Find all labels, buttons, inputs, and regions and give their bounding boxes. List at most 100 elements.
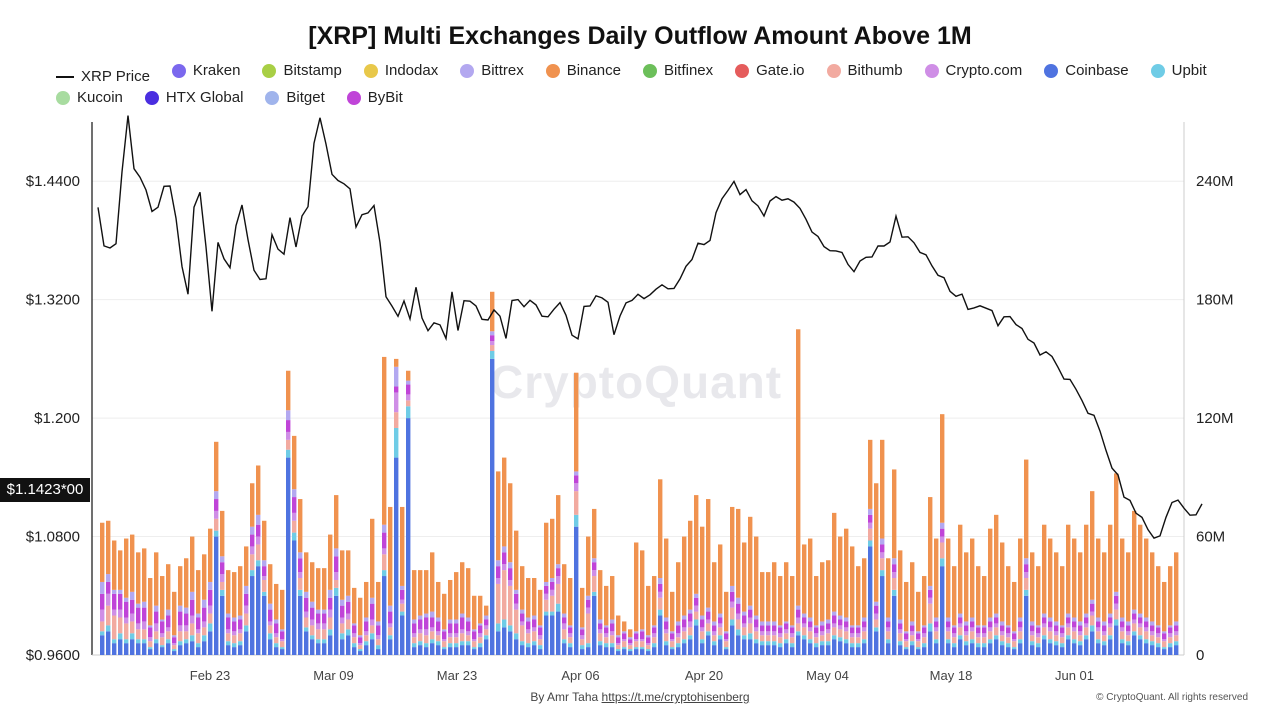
- bar-segment: [1144, 621, 1149, 628]
- legend-item-bitget[interactable]: Bitget: [265, 87, 325, 108]
- bar-segment: [460, 633, 465, 642]
- bar-segment: [472, 647, 477, 650]
- bar-segment: [790, 625, 795, 628]
- bar-segment: [184, 631, 189, 640]
- footer: By Amr Taha https://t.me/cryptohisenberg: [0, 690, 1280, 704]
- bar-segment: [778, 576, 783, 626]
- bar-segment: [1168, 566, 1173, 626]
- legend-item-bittrex[interactable]: Bittrex: [460, 60, 524, 81]
- bar-segment: [1090, 603, 1095, 612]
- bar-segment: [772, 645, 777, 655]
- bar-segment: [892, 595, 897, 655]
- legend-item-htx-global[interactable]: HTX Global: [144, 87, 243, 108]
- legend-item-bitfinex[interactable]: Bitfinex: [642, 60, 713, 81]
- bar-segment: [226, 629, 231, 634]
- bar-segment: [316, 609, 321, 614]
- legend-item-kucoin[interactable]: Kucoin: [56, 87, 123, 108]
- legend-item-gate-io[interactable]: Gate.io: [735, 60, 805, 81]
- legend-swatch: [171, 63, 186, 78]
- bar-segment: [1150, 645, 1155, 655]
- bar-segment: [1096, 643, 1101, 655]
- bar-segment: [1174, 645, 1179, 655]
- bar-segment: [1126, 631, 1131, 636]
- legend-item-crypto-com[interactable]: Crypto.com: [924, 60, 1022, 81]
- bar-segment: [136, 607, 141, 624]
- bar-segment: [964, 645, 969, 655]
- legend-item-bybit[interactable]: ByBit: [346, 87, 403, 108]
- watermark: CryptoQuant: [490, 356, 783, 408]
- bar-segment: [166, 631, 171, 640]
- bar-segment: [694, 625, 699, 655]
- bar-segment: [1072, 538, 1077, 618]
- bar-segment: [682, 631, 687, 640]
- bar-segment: [760, 641, 765, 646]
- legend-swatch: [346, 90, 361, 105]
- bar-segment: [256, 536, 261, 545]
- bar-segment: [328, 629, 333, 636]
- bar-segment: [274, 619, 279, 624]
- bar-segment: [1078, 631, 1083, 636]
- bar-segment: [202, 621, 207, 628]
- legend-item-bitstamp[interactable]: Bitstamp: [262, 60, 342, 81]
- bar-segment: [1048, 631, 1053, 640]
- bar-segment: [544, 615, 549, 655]
- bar-segment: [256, 566, 261, 655]
- bar-segment: [970, 621, 975, 628]
- bar-segment: [448, 643, 453, 648]
- legend-item-indodax[interactable]: Indodax: [363, 60, 438, 81]
- bar-segment: [286, 420, 291, 432]
- bar-segment: [748, 516, 753, 606]
- bar-segment: [1156, 637, 1161, 644]
- bar-segment: [322, 623, 327, 630]
- bar-segment: [538, 589, 543, 626]
- bar-segment: [970, 538, 975, 618]
- legend-label: ByBit: [367, 89, 403, 106]
- legend-item-binance[interactable]: Binance: [545, 60, 621, 81]
- legend-item-kraken[interactable]: Kraken: [171, 60, 240, 81]
- bar-segment: [436, 581, 441, 618]
- bar-segment: [1120, 617, 1125, 622]
- bar-segment: [172, 645, 177, 650]
- bar-segment: [1018, 621, 1023, 628]
- bar-segment: [148, 627, 153, 638]
- bar-segment: [688, 609, 693, 614]
- bar-segment: [208, 623, 213, 632]
- bar-segment: [688, 627, 693, 636]
- bar-segment: [688, 635, 693, 640]
- bar-segment: [934, 631, 939, 640]
- bar-segment: [244, 605, 249, 614]
- bar-segment: [604, 633, 609, 638]
- bar-segment: [616, 637, 621, 644]
- bar-segment: [514, 530, 519, 590]
- bar-segment: [1084, 635, 1089, 640]
- bar-segment: [460, 617, 465, 630]
- bar-segment: [604, 637, 609, 644]
- bar-segment: [328, 635, 333, 655]
- bar-segment: [328, 589, 333, 598]
- bar-segment: [568, 637, 573, 644]
- xrp-price-line: [97, 115, 1203, 540]
- bar-segment: [784, 633, 789, 640]
- legend-item-upbit[interactable]: Upbit: [1150, 60, 1207, 81]
- bar-segment: [112, 615, 117, 640]
- bar-segment: [574, 372, 579, 472]
- bar-segment: [232, 643, 237, 648]
- bar-segment: [268, 633, 273, 640]
- bar-segment: [418, 633, 423, 642]
- bar-segment: [1018, 538, 1023, 618]
- bar-segment: [862, 627, 867, 632]
- bar-segment: [472, 595, 477, 630]
- legend-item-bithumb[interactable]: Bithumb: [826, 60, 903, 81]
- bar-segment: [784, 562, 789, 622]
- bar-segment: [808, 538, 813, 618]
- bar-segment: [1000, 635, 1005, 642]
- legend-item-xrp-price[interactable]: XRP Price: [56, 66, 150, 87]
- bar-segment: [1006, 566, 1011, 626]
- bar-segment: [1168, 633, 1173, 638]
- bar-segment: [580, 629, 585, 636]
- bar-segment: [964, 631, 969, 636]
- footer-link[interactable]: https://t.me/cryptohisenberg: [601, 690, 750, 704]
- bar-segment: [886, 617, 891, 622]
- legend-item-coinbase[interactable]: Coinbase: [1044, 60, 1129, 81]
- bar-segment: [718, 544, 723, 614]
